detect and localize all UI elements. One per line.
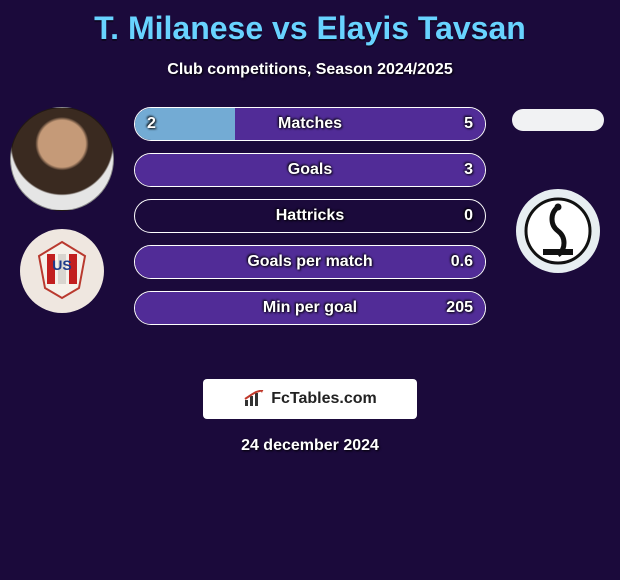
stat-row: Goals 3: [134, 153, 486, 187]
stat-row: Hattricks 0: [134, 199, 486, 233]
stat-value-right: 0.6: [451, 253, 473, 271]
stat-row: Goals per match 0.6: [134, 245, 486, 279]
comparison-content: US Matches 2 5 Goals 3 Hattricks 0 Goals per ma…: [0, 107, 620, 357]
stat-row: Min per goal 205: [134, 291, 486, 325]
page-title: T. Milanese vs Elayis Tavsan: [0, 0, 620, 47]
cesena-crest-icon: [520, 193, 596, 269]
stat-value-right: 3: [464, 161, 473, 179]
stat-row: Matches 2 5: [134, 107, 486, 141]
stat-value-right: 205: [446, 299, 473, 317]
club-left-badge: US: [20, 229, 104, 313]
stat-value-right: 0: [464, 207, 473, 225]
player-left-photo: [10, 107, 114, 211]
cremonese-crest-icon: US: [27, 236, 97, 306]
svg-text:US: US: [52, 257, 71, 273]
stat-value-right: 5: [464, 115, 473, 133]
club-right-badge: [516, 189, 600, 273]
stat-label: Min per goal: [263, 299, 357, 317]
stat-label: Goals: [288, 161, 332, 179]
date-text: 24 december 2024: [0, 437, 620, 455]
bar-chart-icon: [243, 390, 265, 408]
left-player-column: US: [8, 107, 116, 313]
stat-label: Hattricks: [276, 207, 344, 225]
stat-fill-right: [235, 108, 485, 140]
stat-label: Matches: [278, 115, 342, 133]
brand-text: FcTables.com: [271, 390, 377, 408]
right-player-column: [504, 107, 612, 273]
brand-badge[interactable]: FcTables.com: [203, 379, 417, 419]
stat-value-left: 2: [147, 115, 156, 133]
stats-list: Matches 2 5 Goals 3 Hattricks 0 Goals per match…: [134, 107, 486, 325]
player-right-photo-placeholder: [512, 109, 604, 131]
stat-label: Goals per match: [247, 253, 372, 271]
subtitle: Club competitions, Season 2024/2025: [0, 61, 620, 79]
